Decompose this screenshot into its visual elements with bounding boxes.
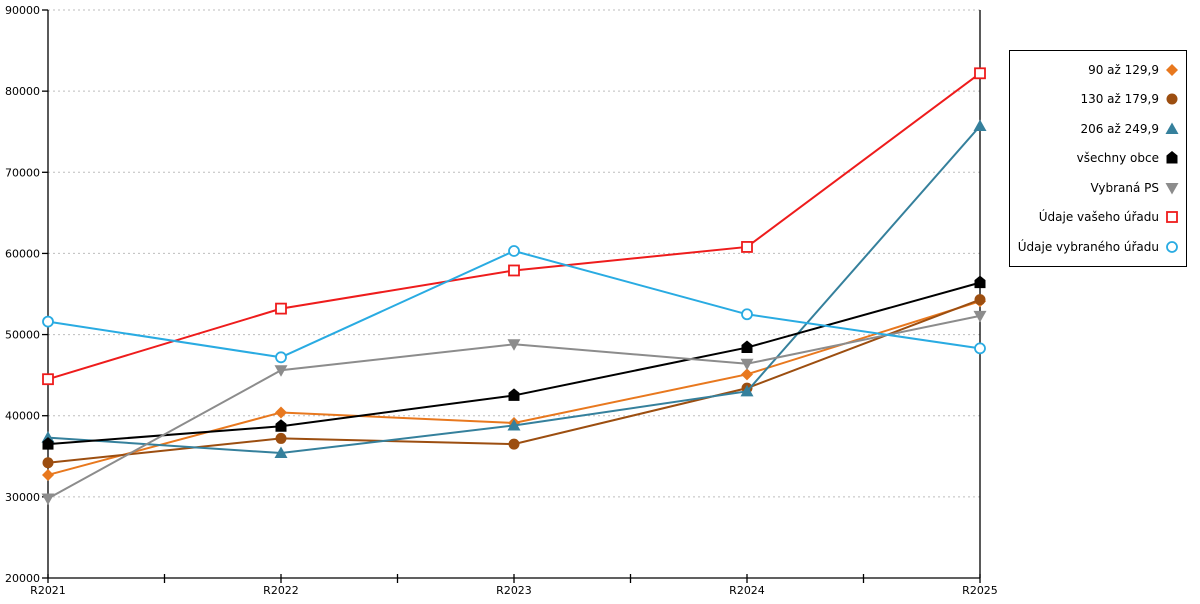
legend-item: Údaje vybraného úřadu xyxy=(1016,232,1180,262)
circle-icon xyxy=(1166,93,1178,105)
legend-item: 90 až 129,9 xyxy=(1016,55,1180,85)
legend-marker xyxy=(1166,240,1178,253)
y-tick-label: 90000 xyxy=(5,4,40,17)
pentagon-icon xyxy=(1166,151,1178,164)
circle-open-icon xyxy=(741,308,753,321)
triangle-up-icon xyxy=(973,119,987,132)
diamond-icon xyxy=(275,406,287,419)
legend-item: 130 až 179,9 xyxy=(1016,85,1180,115)
legend-item-label: všechny obce xyxy=(1076,151,1159,166)
legend-item: 206 až 249,9 xyxy=(1016,114,1180,144)
y-tick-label: 80000 xyxy=(5,85,40,98)
triangle-up-icon xyxy=(274,446,288,459)
series-6 xyxy=(42,245,986,364)
legend-marker xyxy=(1166,151,1178,164)
y-tick-label: 70000 xyxy=(5,166,40,179)
triangle-down-icon xyxy=(973,310,987,323)
legend-item-label: Vybraná PS xyxy=(1090,180,1159,195)
circle-open-icon xyxy=(42,315,54,328)
square-open-icon xyxy=(974,67,986,80)
series-line xyxy=(47,125,981,455)
series-line xyxy=(47,72,981,381)
x-tick-label: R2024 xyxy=(729,584,765,597)
legend-marker xyxy=(1166,63,1178,76)
legend-marker xyxy=(1165,182,1179,195)
pentagon-icon xyxy=(275,419,287,432)
series-4 xyxy=(41,310,987,505)
triangle-down-icon xyxy=(740,358,754,371)
square-open-icon xyxy=(275,302,287,315)
triangle-up-icon xyxy=(740,384,754,397)
triangle-down-icon xyxy=(274,365,288,377)
legend-item-label: Údaje vybraného úřadu xyxy=(1017,239,1159,254)
diamond-icon xyxy=(741,368,753,381)
circle-open-icon xyxy=(275,351,287,364)
circle-icon xyxy=(42,457,54,469)
circle-icon xyxy=(275,432,287,444)
square-open-icon xyxy=(508,264,520,277)
series-0 xyxy=(42,295,986,481)
pentagon-icon xyxy=(741,340,753,354)
legend-marker xyxy=(1166,93,1178,105)
legend-marker xyxy=(1165,122,1179,134)
pentagon-icon xyxy=(974,275,986,289)
chart-legend: 90 až 129,9 130 až 179,9 206 až 249,9 všech… xyxy=(1009,50,1187,267)
x-tick-label: R2021 xyxy=(30,584,66,597)
legend-item-label: 90 až 129,9 xyxy=(1088,62,1159,77)
series-2 xyxy=(41,119,987,459)
x-tick-label: R2025 xyxy=(962,584,998,597)
triangle-up-icon xyxy=(507,418,521,431)
y-tick-label: 20000 xyxy=(5,572,40,585)
legend-item-label: 206 až 249,9 xyxy=(1080,121,1159,136)
circle-open-icon xyxy=(974,342,986,355)
legend-item: všechny obce xyxy=(1016,144,1180,174)
square-open-icon xyxy=(1166,211,1178,224)
legend-item-label: 130 až 179,9 xyxy=(1080,92,1159,107)
pentagon-icon xyxy=(42,437,54,450)
legend-item-label: Údaje vašeho úřadu xyxy=(1038,210,1159,225)
legend-item: Vybraná PS xyxy=(1016,173,1180,203)
triangle-down-icon xyxy=(41,493,55,505)
circle-icon xyxy=(974,294,986,306)
legend-marker xyxy=(1166,211,1178,224)
x-tick-label: R2023 xyxy=(496,584,532,597)
y-tick-label: 30000 xyxy=(5,491,40,504)
square-open-icon xyxy=(741,241,753,253)
circle-icon xyxy=(508,438,520,450)
y-tick-label: 50000 xyxy=(5,329,40,342)
circle-open-icon xyxy=(508,245,520,257)
triangle-down-icon xyxy=(507,339,521,351)
y-tick-label: 40000 xyxy=(5,410,40,423)
x-tick-label: R2022 xyxy=(263,584,299,597)
triangle-up-icon xyxy=(1165,122,1179,134)
circle-open-icon xyxy=(1166,240,1178,253)
y-tick-label: 60000 xyxy=(5,247,40,260)
series-5 xyxy=(42,67,986,386)
diamond-icon xyxy=(1166,63,1178,76)
triangle-down-icon xyxy=(1165,182,1179,195)
diamond-icon xyxy=(42,468,54,481)
triangle-up-icon xyxy=(41,431,55,443)
square-open-icon xyxy=(42,373,54,386)
pentagon-icon xyxy=(508,388,520,401)
legend-item: Údaje vašeho úřadu xyxy=(1016,203,1180,233)
